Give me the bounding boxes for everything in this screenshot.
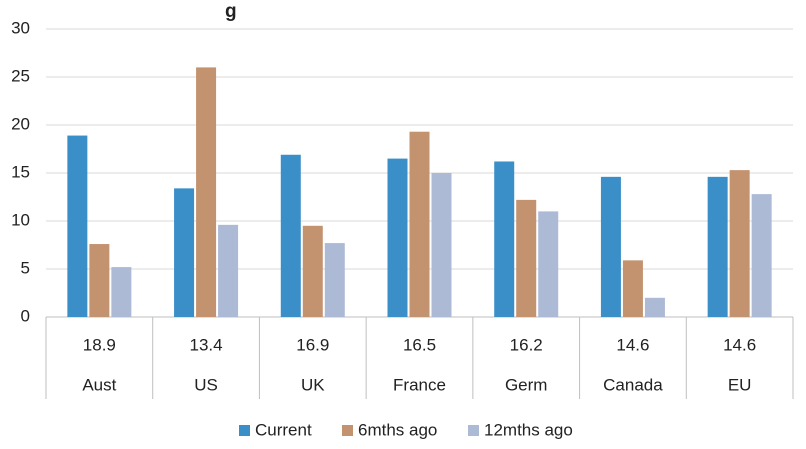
bars: [67, 67, 772, 318]
bar-6mths-ago: [302, 225, 323, 317]
bar-6mths-ago: [409, 131, 430, 317]
category-label: EU: [728, 375, 752, 394]
category-label: UK: [301, 375, 325, 394]
bar-current: [494, 161, 515, 317]
data-table: 18.9 Aust 13.4 US 16.9 UK 16.5 France 16.2 Germ 14…: [45, 317, 794, 399]
y-tick-label: 25: [11, 66, 30, 85]
y-tick-label: 10: [11, 210, 30, 229]
bar-current: [387, 158, 408, 317]
category-label: Aust: [82, 375, 116, 394]
bar-6mths-ago: [729, 170, 750, 317]
bar-12mths-ago: [751, 194, 772, 317]
bar-6mths-ago: [89, 244, 110, 317]
bar-current: [707, 176, 728, 317]
bar-12mths-ago: [218, 224, 239, 317]
bar-12mths-ago: [324, 243, 345, 317]
bar-6mths-ago: [622, 260, 643, 317]
table-value: 16.2: [510, 335, 543, 354]
bar-current: [280, 154, 301, 317]
bar-12mths-ago: [431, 173, 452, 317]
bar-12mths-ago: [538, 211, 559, 317]
y-axis: 0 5 10 15 20 25 30: [11, 18, 30, 325]
category-label: US: [194, 375, 218, 394]
category-label: Canada: [603, 375, 663, 394]
bar-current: [67, 135, 88, 317]
bar-current: [174, 188, 195, 317]
legend-swatch: [342, 425, 353, 436]
bar-6mths-ago: [196, 67, 217, 318]
table-value: 14.6: [723, 335, 756, 354]
y-tick-label: 20: [11, 114, 30, 133]
bar-12mths-ago: [111, 267, 132, 317]
y-tick-label: 0: [21, 306, 30, 325]
legend-swatch: [468, 425, 479, 436]
table-value: 16.9: [296, 335, 329, 354]
legend-label: 6mths ago: [358, 420, 437, 439]
category-label: France: [393, 375, 446, 394]
category-label: Germ: [505, 375, 548, 394]
table-value: 16.5: [403, 335, 436, 354]
bar-current: [600, 176, 621, 317]
table-value: 18.9: [83, 335, 116, 354]
legend-label: Current: [255, 420, 312, 439]
legend-label: 12mths ago: [484, 420, 573, 439]
table-value: 14.6: [616, 335, 649, 354]
y-tick-label: 15: [11, 162, 30, 181]
y-tick-label: 30: [11, 18, 30, 37]
chart-title-fragment: g: [225, 1, 237, 22]
bar-12mths-ago: [644, 297, 665, 317]
bar-6mths-ago: [516, 199, 537, 317]
table-value: 13.4: [190, 335, 223, 354]
y-tick-label: 5: [21, 258, 30, 277]
legend-swatch: [239, 425, 250, 436]
legend: Current 6mths ago 12mths ago: [239, 420, 573, 439]
